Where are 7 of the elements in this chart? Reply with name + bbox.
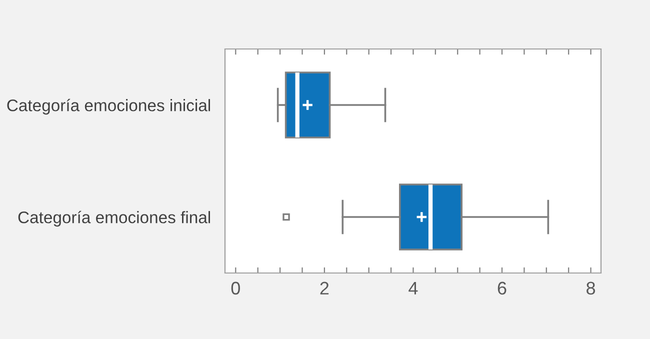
x-tick-label: 8 — [586, 282, 596, 295]
y-tick-label: Categoría emociones inicial — [7, 98, 210, 115]
x-tick-label: 2 — [320, 282, 329, 294]
x-tick-label: 4 — [408, 282, 418, 294]
y-tick-label: Categoría emociones final — [18, 210, 210, 227]
x-tick-label: 6 — [498, 282, 506, 295]
x-tick-label: 0 — [231, 282, 240, 295]
